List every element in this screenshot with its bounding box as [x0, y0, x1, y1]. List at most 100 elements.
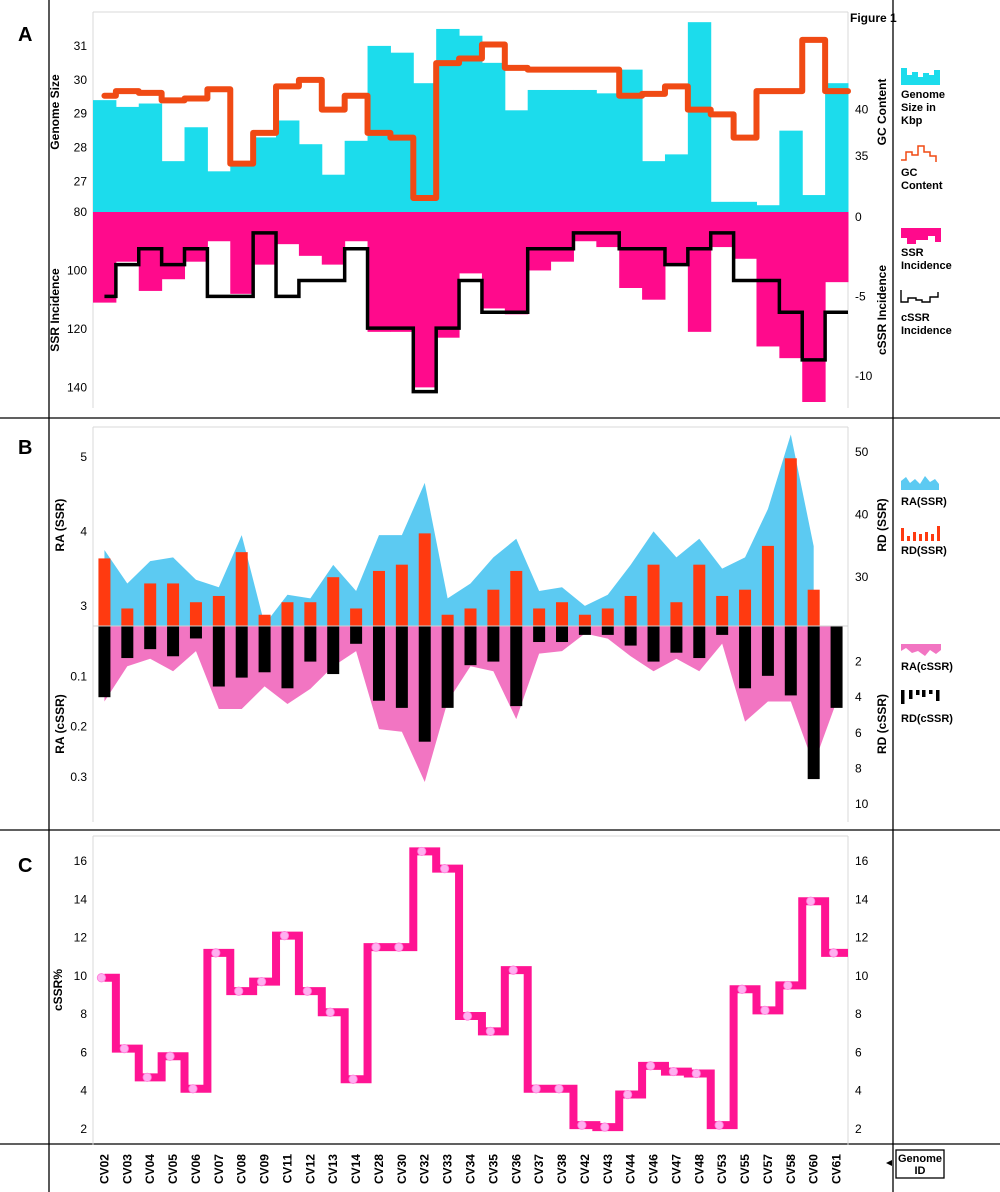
ssr-incidence-axis-title: SSR Incidence	[48, 268, 62, 352]
ra-cssr-legend-icon	[901, 644, 941, 656]
left-tick-label: 8	[80, 1007, 87, 1021]
left-tick-label: 4	[80, 1084, 87, 1098]
x-tick-label: CV34	[464, 1154, 478, 1184]
right-tick-label: 35	[855, 149, 869, 163]
cssr-percent-point	[325, 1007, 335, 1017]
right-tick-label: 4	[855, 1084, 862, 1098]
left-tick-label: 0.1	[70, 669, 87, 683]
cssr-percent-point	[371, 942, 381, 952]
rd-cssr-bar	[578, 626, 591, 635]
cssr-percent-point	[485, 1026, 495, 1036]
x-tick-label: CV30	[395, 1154, 409, 1184]
rd-cssr-bar	[807, 626, 820, 780]
cssr-percent-point	[417, 846, 427, 857]
ssr-incidence-bar	[276, 212, 300, 245]
right-tick-label: -5	[855, 289, 866, 303]
x-tick-label: CV58	[784, 1154, 798, 1184]
rd-cssr-bar	[830, 626, 843, 708]
genome-size-axis-title: Genome Size	[48, 74, 62, 150]
genome-size-bar	[184, 127, 208, 212]
rd-ssr-bar	[739, 589, 752, 626]
cssr-percent-point	[211, 948, 221, 958]
legend-label-ra_cssr: RA(cSSR)	[901, 661, 953, 673]
rd-cssr-bar	[716, 626, 729, 635]
cssr-percent-point	[577, 1120, 587, 1130]
cssr-percent-point	[462, 1011, 473, 1021]
rd-ssr-bar	[258, 614, 271, 626]
legend-label-ssr: Incidence	[901, 260, 952, 272]
rd-cssr-bar	[464, 626, 477, 666]
genome-size-bar	[664, 154, 689, 212]
ssr-incidence-bar	[367, 212, 391, 332]
x-tick-label: CV02	[97, 1154, 111, 1184]
rd-cssr-bar	[167, 626, 180, 657]
right-tick-label: 2	[855, 1122, 862, 1136]
panel-label-c: C	[18, 855, 32, 877]
cssr-percent-point	[783, 980, 793, 991]
left-tick-label: 10	[74, 969, 88, 983]
cssr-percent-point	[668, 1066, 679, 1077]
ssr-incidence-bar	[825, 212, 849, 283]
rd-cssr-bar	[556, 626, 569, 643]
genome-size-bar	[802, 195, 826, 212]
rd-ssr-bar	[510, 570, 523, 626]
cssr-incidence-line	[104, 231, 848, 394]
rd-ssr-bar	[556, 602, 569, 626]
cssr-percent-point	[188, 1084, 198, 1094]
legend-label-gc: Content	[901, 180, 943, 192]
ssr-incidence-bar	[550, 212, 574, 262]
x-tick-label: CV35	[486, 1154, 500, 1184]
cssr-percent-line	[104, 847, 848, 1132]
legend-label-ra_ssr: RA(SSR)	[901, 496, 947, 508]
x-tick-label: CV05	[166, 1154, 180, 1184]
right-tick-label: 6	[855, 726, 862, 740]
rd-cssr-bar	[510, 626, 523, 707]
x-tick-label: CV13	[326, 1154, 340, 1184]
rd-ssr-legend-icon	[919, 534, 922, 541]
rd-ssr-bar	[670, 602, 683, 626]
rd-ssr-bar	[144, 583, 157, 626]
figure-label: Figure 1	[850, 11, 897, 25]
genome-size-bar	[298, 144, 323, 212]
cssr-percent-point	[806, 896, 816, 906]
cssr-percent-point	[348, 1074, 358, 1084]
rd-cssr-bar	[693, 626, 706, 659]
genome-id-label: ID	[915, 1165, 926, 1177]
legend-label-gc: GC	[901, 167, 918, 179]
ssr-incidence-bar	[664, 212, 689, 265]
x-tick-label: CV33	[441, 1154, 455, 1184]
rd-ssr-bar	[647, 564, 660, 626]
legend-label-genome: Kbp	[901, 115, 923, 127]
rd-ssr-legend-icon	[931, 534, 934, 541]
x-tick-label: CV38	[555, 1154, 569, 1184]
left-tick-label: 12	[74, 931, 88, 945]
rd-cssr-bar	[739, 626, 752, 689]
legend-label-ssr: SSR	[901, 247, 924, 259]
x-tick-label: CV08	[235, 1154, 249, 1184]
ssr-incidence-bar	[481, 212, 506, 309]
cssr-percent-point	[508, 965, 518, 975]
cssr-percent-point	[96, 973, 107, 983]
genome-size-bar	[344, 140, 369, 212]
genome-size-bar	[687, 22, 712, 212]
genome-size-bar	[710, 201, 735, 212]
genome-size-bar	[93, 100, 117, 212]
x-tick-label: CV43	[601, 1154, 615, 1184]
ssr-incidence-bar	[93, 212, 117, 303]
x-tick-label: CV46	[647, 1154, 661, 1184]
rd-ssr-legend-icon	[913, 532, 916, 541]
cssr-percent-point	[440, 864, 450, 874]
rd-ssr-bar	[487, 589, 500, 626]
ssr-incidence-bar	[115, 212, 140, 262]
x-tick-label: CV61	[830, 1154, 844, 1184]
right-tick-label: 12	[855, 931, 869, 945]
genome-size-bar	[459, 35, 483, 212]
rd-ssr-bar	[761, 545, 774, 626]
right-tick-label: 40	[855, 508, 869, 522]
genome-size-bar	[596, 93, 620, 212]
cssr-percent-point	[760, 1005, 770, 1015]
rd-cssr-bar	[533, 626, 546, 643]
